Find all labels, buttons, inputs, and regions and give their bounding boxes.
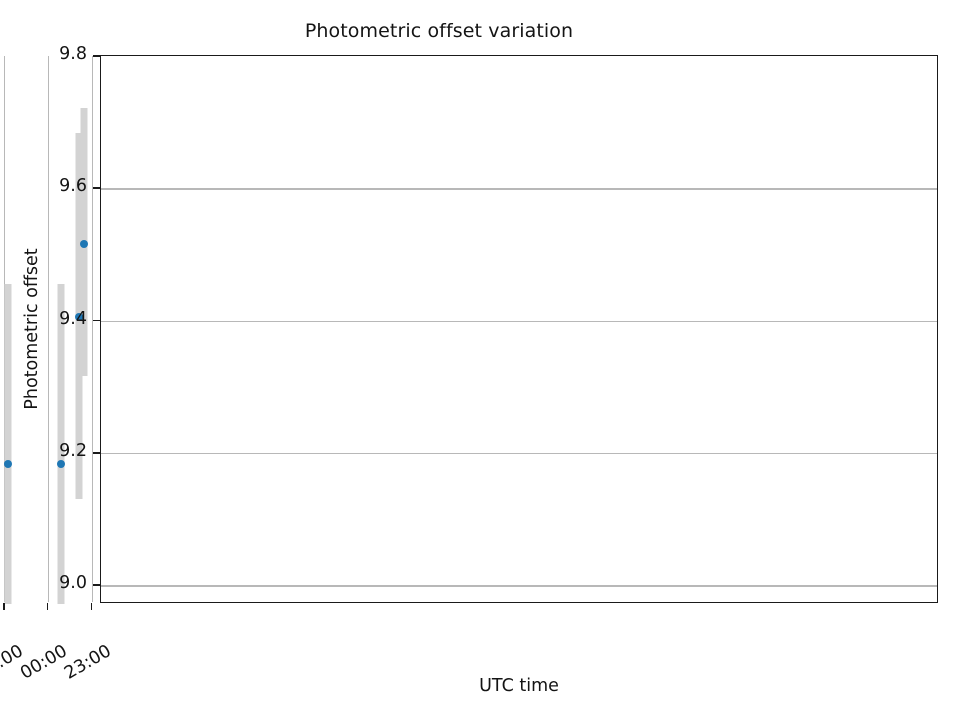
y-axis-label: Photometric offset [22,248,42,410]
x-tick-mark [90,603,93,610]
y-tick-label: 9.2 [59,441,87,462]
y-gridline [101,585,937,587]
y-tick-label: 9.6 [59,176,87,197]
chart-title: Photometric offset variation [0,20,960,42]
y-tick-mark [93,187,100,189]
y-gridline [101,320,937,323]
data-point [75,312,84,321]
y-tick-mark [93,584,100,587]
data-point [80,239,89,248]
x-tick-label: 00:00 [16,641,71,684]
y-tick-label: 9.4 [59,308,87,329]
x-axis-label: UTC time [479,676,559,696]
error-bar [4,284,12,604]
error-bar [57,284,65,604]
chart-title-text: Photometric offset variation [304,20,574,42]
y-tick-mark [93,319,100,322]
y-gridline [101,453,937,455]
y-tick-mark [93,55,100,57]
data-point [3,459,12,468]
x-tick-mark [46,603,49,610]
x-gridline [47,56,50,602]
data-point [57,459,66,468]
plot-area [3,55,938,604]
y-tick-mark [93,452,100,454]
y-tick-label: 9.8 [59,44,87,64]
x-gridline [91,56,94,602]
x-tick-mark [2,603,5,610]
y-tick-label: 9.0 [59,573,87,594]
y-gridline [101,188,937,190]
